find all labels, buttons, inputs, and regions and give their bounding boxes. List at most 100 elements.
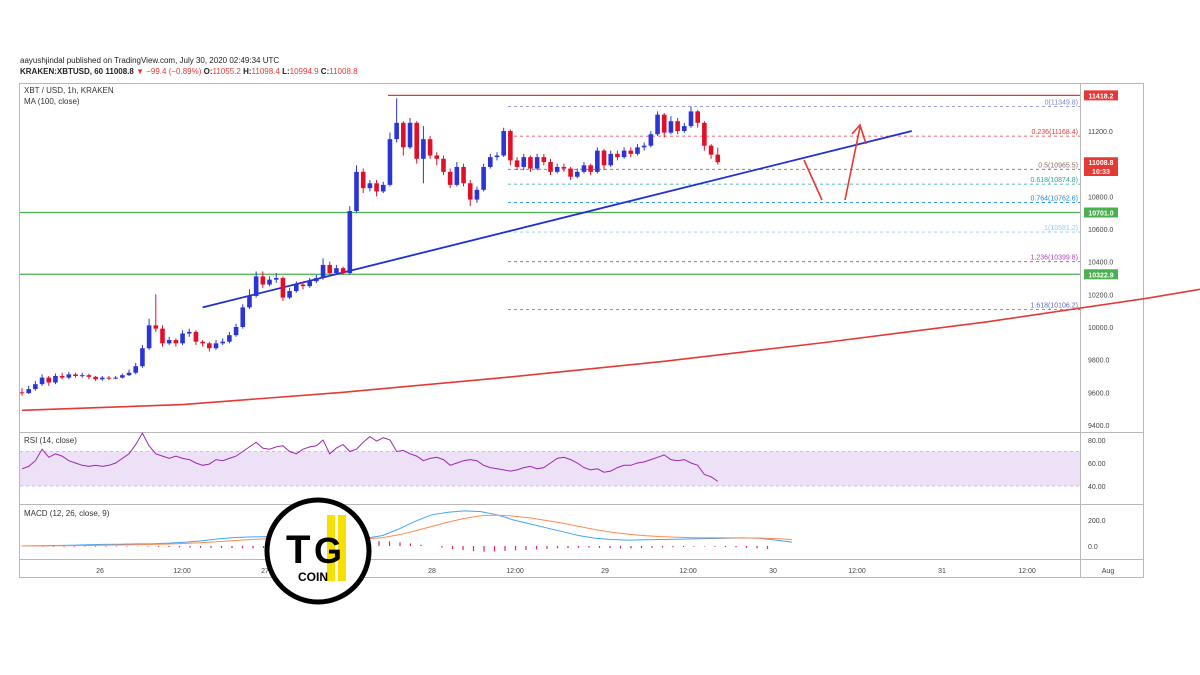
candle-body xyxy=(521,157,527,167)
candle-body xyxy=(715,154,721,163)
candle-body xyxy=(253,276,259,296)
candle-body xyxy=(213,343,219,349)
price-tick-label: 10400.0 xyxy=(1088,260,1113,267)
candle-body xyxy=(280,278,286,298)
tgcoin-logo: T G COIN xyxy=(264,497,372,605)
rsi-pane-title: RSI (14, close) xyxy=(24,436,77,445)
candle-body xyxy=(320,264,326,278)
candle-body xyxy=(327,264,333,274)
price-axis-separator xyxy=(1080,83,1081,578)
candle-body xyxy=(260,276,266,285)
candle-body xyxy=(675,121,680,131)
price-tag xyxy=(1084,269,1118,280)
candle-body xyxy=(93,376,98,380)
time-tick-label: 12:00 xyxy=(1018,568,1036,575)
chart-frame xyxy=(19,83,1144,578)
publish-info: aayushjindal published on TradingView.co… xyxy=(20,56,280,65)
candle-body xyxy=(380,184,386,192)
last-price: 11008.8 xyxy=(105,67,134,76)
candle-body xyxy=(140,348,145,367)
candle-body xyxy=(267,279,272,285)
candle-body xyxy=(474,189,480,200)
candle-body xyxy=(595,150,600,172)
candle-body xyxy=(621,150,627,158)
candle-body xyxy=(120,375,125,378)
high-label: H: xyxy=(243,67,252,76)
time-tick-label: Aug xyxy=(1102,568,1115,575)
close-label: C: xyxy=(320,67,330,76)
price-tag-label: 10:33 xyxy=(1092,169,1110,176)
candle-body xyxy=(581,165,587,172)
candle-body xyxy=(247,295,252,308)
rsi-tick-label: 40.00 xyxy=(1088,484,1106,491)
price-pane-title: XBT / USD, 1h, KRAKEN xyxy=(24,86,114,95)
time-tick-label: 26 xyxy=(96,568,104,575)
rsi-line xyxy=(21,432,719,482)
candle-body xyxy=(173,340,179,344)
candle-body xyxy=(340,268,346,274)
time-tick-label: 28 xyxy=(428,568,436,575)
symbol-line: KRAKEN:XBTUSD, 60 xyxy=(20,67,104,76)
time-tick-label: 27 xyxy=(261,568,269,575)
candle-body xyxy=(661,114,667,133)
candle-body xyxy=(641,145,647,148)
projection-arrowhead xyxy=(851,123,867,145)
price-tag xyxy=(1084,90,1118,101)
fib-level-label: 1(10581.2) xyxy=(1044,225,1078,232)
signal-line xyxy=(21,514,793,547)
candle-body xyxy=(39,377,45,385)
candle-body xyxy=(414,122,420,159)
logo-word: COIN xyxy=(298,570,328,584)
candle-body xyxy=(434,155,440,159)
candle-body xyxy=(59,376,65,378)
candle-body xyxy=(461,166,466,184)
price-tick-label: 9600.0 xyxy=(1088,390,1110,397)
time-tick-label: 30 xyxy=(769,568,777,575)
candle-body xyxy=(307,281,312,287)
candle-body xyxy=(106,377,112,379)
ma100-line xyxy=(21,288,1200,412)
candle-body xyxy=(568,168,573,177)
logo-bar xyxy=(327,515,335,581)
candle-body xyxy=(153,325,159,329)
price-change: ▼ −99.4 (−0.89%) xyxy=(136,67,202,76)
price-tag-label: 11418.2 xyxy=(1089,93,1114,100)
candle-body xyxy=(73,374,78,376)
candle-body xyxy=(207,343,212,349)
price-tag xyxy=(1084,207,1118,218)
candle-body xyxy=(46,377,52,383)
candle-body xyxy=(394,122,399,140)
candle-body xyxy=(588,165,593,172)
rsi-tick-label: 60.00 xyxy=(1088,461,1106,468)
fib-level-label: 0.236(11168.4) xyxy=(1032,129,1078,136)
logo-bar xyxy=(338,515,346,581)
trendline xyxy=(202,130,912,309)
price-tick-label: 11200.0 xyxy=(1088,129,1113,136)
price-tick-label: 10600.0 xyxy=(1088,227,1113,234)
macd-line xyxy=(21,510,793,547)
price-tick-label: 9400.0 xyxy=(1088,423,1110,430)
time-tick-label: 12:00 xyxy=(173,568,191,575)
time-tick-label: 31 xyxy=(938,568,946,575)
open-label: O: xyxy=(203,67,213,76)
price-tag xyxy=(1084,166,1118,177)
candle-body xyxy=(628,150,634,154)
candle-body xyxy=(240,307,246,327)
candle-body xyxy=(287,291,292,298)
macd-tick-label: 200.0 xyxy=(1088,518,1106,525)
macd-tick-label: 0.0 xyxy=(1088,544,1098,551)
projection-up-arrow xyxy=(844,126,861,201)
high-value: 11098.4 xyxy=(251,67,280,76)
candle-body xyxy=(668,121,674,133)
candle-body xyxy=(374,183,379,192)
candle-body xyxy=(53,376,58,383)
price-tag-label: 10322.9 xyxy=(1088,272,1113,279)
candle-body xyxy=(441,158,446,172)
projection-down-arrow xyxy=(803,159,823,201)
candle-body xyxy=(19,392,25,394)
candle-body xyxy=(695,111,700,123)
rsi-pane-separator xyxy=(19,432,1144,433)
candle-body xyxy=(367,183,373,189)
candle-body xyxy=(648,134,654,146)
